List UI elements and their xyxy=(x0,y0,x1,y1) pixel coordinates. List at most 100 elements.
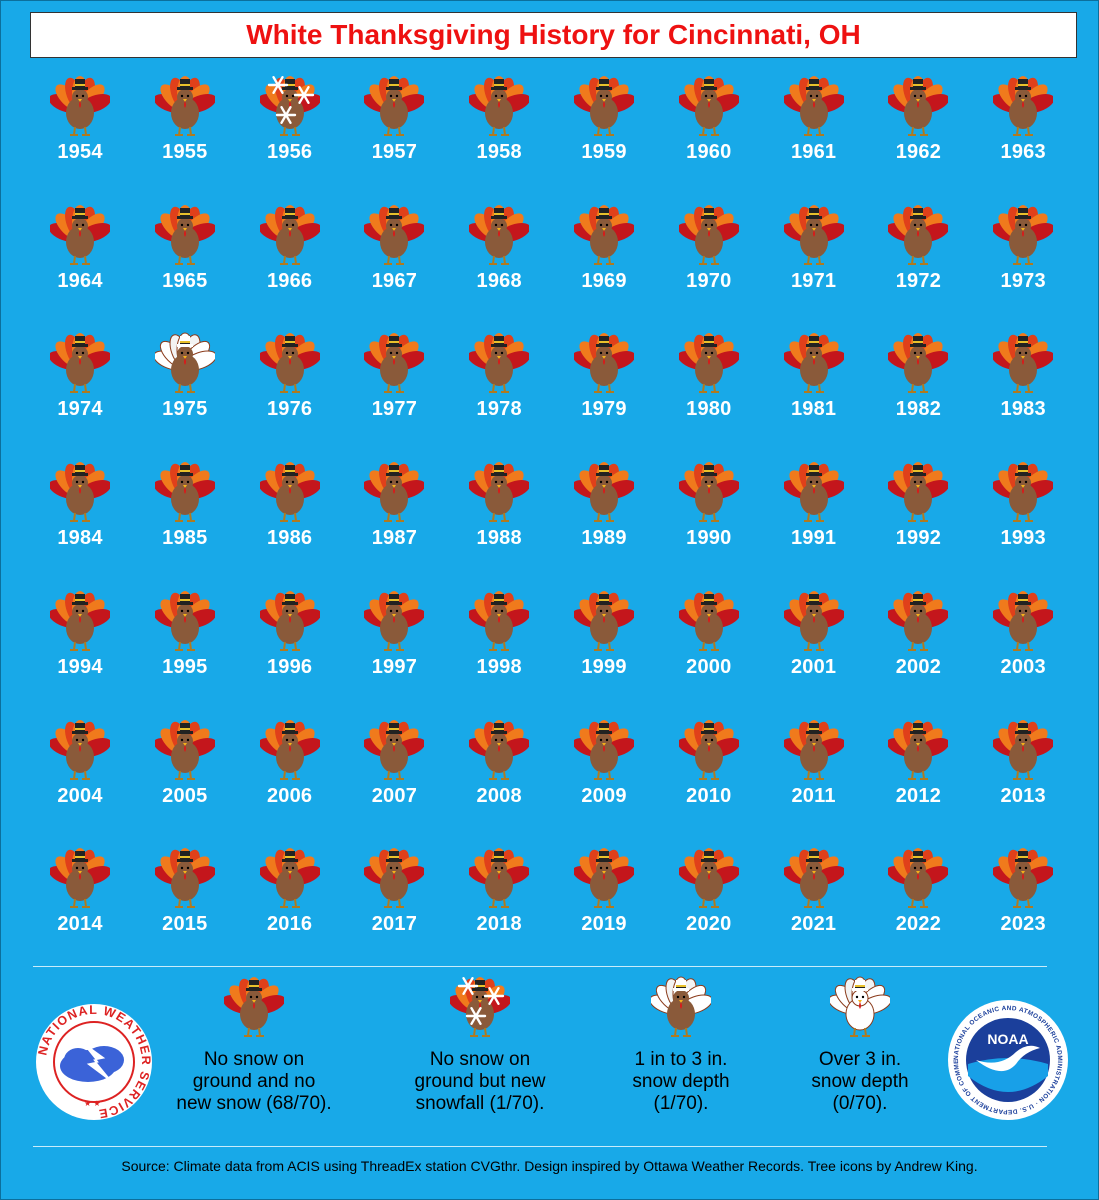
turkey-icon xyxy=(888,847,949,909)
year-cell: 1995 xyxy=(133,590,237,702)
svg-text:★ ★: ★ ★ xyxy=(84,1099,101,1108)
turkey-icon xyxy=(783,204,844,266)
year-label: 1994 xyxy=(57,655,103,678)
legend-item-depth-over-3: Over 3 in. snow depth (0/70). xyxy=(760,976,960,1115)
year-cell: 1963 xyxy=(971,75,1075,187)
turkey-icon xyxy=(364,204,425,266)
year-label: 1967 xyxy=(371,269,418,292)
turkey-icon xyxy=(993,719,1054,781)
turkey-icon xyxy=(50,75,110,137)
year-cell: 1988 xyxy=(447,461,551,573)
turkey-icon xyxy=(154,75,215,137)
year-label: 2001 xyxy=(790,655,837,678)
year-label: 2020 xyxy=(686,913,732,936)
year-cell: 1976 xyxy=(238,332,342,444)
legend-label: Over 3 in. snow depth (0/70). xyxy=(811,1049,908,1115)
year-label: 1954 xyxy=(57,141,103,163)
year-label: 2006 xyxy=(266,784,313,807)
year-label: 1986 xyxy=(266,527,313,550)
turkey-icon xyxy=(469,332,530,394)
year-cell: 1960 xyxy=(657,75,761,187)
year-label: 2005 xyxy=(162,784,208,807)
legend-label-line: ground and no xyxy=(192,1071,316,1092)
year-label: 1998 xyxy=(476,655,522,678)
turkey-icon xyxy=(259,719,320,781)
year-label: 1999 xyxy=(581,655,627,678)
year-cell: 1991 xyxy=(762,461,866,573)
year-cell: 1974 xyxy=(28,332,132,444)
turkey-icon xyxy=(469,719,530,781)
year-cell: 2012 xyxy=(866,719,970,831)
year-label: 1981 xyxy=(790,398,837,421)
year-cell: 2009 xyxy=(552,719,656,831)
year-cell: 1984 xyxy=(28,461,132,573)
legend-label-line: snow depth xyxy=(632,1071,730,1092)
turkey-icon xyxy=(574,204,634,266)
year-cell: 1998 xyxy=(447,590,551,702)
year-cell: 2003 xyxy=(971,590,1075,702)
year-label: 1959 xyxy=(581,141,627,163)
year-label: 2023 xyxy=(1000,913,1046,936)
year-label: 2002 xyxy=(895,655,942,678)
turkey-icon xyxy=(993,75,1054,137)
year-label: 1958 xyxy=(476,141,522,163)
year-label: 1961 xyxy=(790,141,837,163)
year-cell: 1967 xyxy=(342,204,446,316)
turkey-icon xyxy=(678,847,739,909)
year-label: 1997 xyxy=(371,655,418,678)
turkey-icon xyxy=(154,719,215,781)
year-label: 2012 xyxy=(895,784,942,807)
year-label: 1987 xyxy=(371,527,418,550)
year-label: 1971 xyxy=(790,269,837,292)
year-cell: 1993 xyxy=(971,461,1075,573)
legend-item-depth-1-3: 1 in to 3 in. snow depth (1/70). xyxy=(581,976,781,1115)
turkey-icon xyxy=(678,75,739,137)
year-cell: 1957 xyxy=(342,75,446,187)
year-label: 1977 xyxy=(371,398,418,421)
noaa-logo: NATIONAL OCEANIC AND ATMOSPHERIC ADMINIS… xyxy=(943,993,1070,1122)
turkey-icon xyxy=(678,204,739,266)
year-cell: 2020 xyxy=(657,847,761,959)
legend-label: No snow on ground but new snowfall (1/70). xyxy=(415,1049,546,1115)
turkey-icon xyxy=(154,847,215,909)
year-label: 2003 xyxy=(1000,655,1046,678)
year-label: 2022 xyxy=(895,913,942,936)
year-label: 1968 xyxy=(476,269,522,292)
year-label: 1979 xyxy=(581,398,627,421)
legend-turkey-icon xyxy=(649,976,713,1043)
legend-label-line: No snow on xyxy=(429,1049,531,1070)
year-cell: 1955 xyxy=(133,75,237,187)
year-grid: 1954 1955 1956 1957 1958 1959 1960 1961 1962 1963… xyxy=(28,75,1075,959)
year-label: 2000 xyxy=(686,655,732,678)
year-cell: 1965 xyxy=(133,204,237,316)
year-cell: 1977 xyxy=(342,332,446,444)
year-cell: 1969 xyxy=(552,204,656,316)
turkey-icon xyxy=(259,75,320,137)
year-cell: 2006 xyxy=(238,719,342,831)
turkey-icon xyxy=(678,719,739,781)
year-label: 1980 xyxy=(686,398,732,421)
nws-logo: NATIONAL WEATHER SERVICE ★ ★ xyxy=(34,1002,154,1122)
year-cell: 1956 xyxy=(238,75,342,187)
year-label: 1972 xyxy=(895,269,942,292)
turkey-icon xyxy=(783,719,844,781)
turkey-icon xyxy=(50,590,110,652)
turkey-icon xyxy=(259,847,320,909)
year-cell: 2001 xyxy=(762,590,866,702)
legend-label: 1 in to 3 in. snow depth (1/70). xyxy=(632,1049,729,1115)
legend-turkey-icon xyxy=(222,976,286,1043)
turkey-icon xyxy=(574,332,634,394)
turkey-icon xyxy=(888,332,949,394)
turkey-icon xyxy=(469,847,530,909)
year-label: 2011 xyxy=(791,784,836,807)
turkey-icon xyxy=(154,590,215,652)
year-label: 1955 xyxy=(162,141,208,163)
turkey-icon xyxy=(259,332,320,394)
year-label: 2021 xyxy=(790,913,837,936)
year-cell: 1990 xyxy=(657,461,761,573)
turkey-icon xyxy=(678,590,739,652)
year-label: 1956 xyxy=(266,141,313,163)
turkey-icon xyxy=(469,461,530,523)
legend-item-snowfall: No snow on ground but new snowfall (1/70). xyxy=(380,976,580,1115)
year-label: 1983 xyxy=(1000,398,1046,421)
